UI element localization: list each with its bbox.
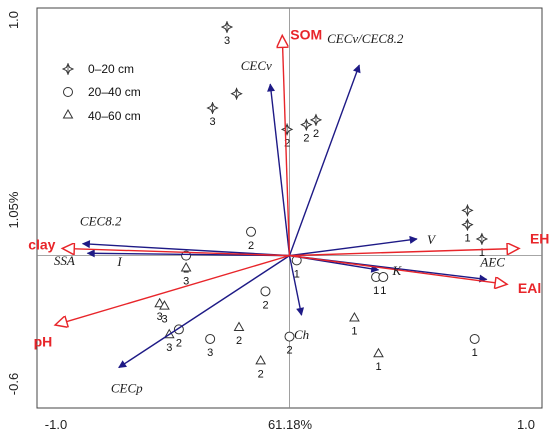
sample-point-0 — [220, 20, 234, 34]
sample-point-label-3: 2 — [284, 137, 290, 149]
vector-cecv — [267, 83, 291, 256]
sample-point-label-4: 2 — [303, 133, 309, 145]
sample-point-label-20: 3 — [157, 311, 163, 323]
sample-point-label-21: 3 — [161, 314, 167, 326]
vector-clay — [63, 248, 290, 257]
y-tick-top: 1.0 — [6, 11, 21, 29]
sample-point-24 — [255, 354, 266, 365]
legend: 0–20 cm 20–40 cm 40–60 cm — [61, 62, 141, 123]
label-clay: clay — [28, 236, 55, 252]
explanatory-vectors — [81, 64, 488, 369]
legend-label-40-60: 40–60 cm — [88, 109, 141, 123]
y-tick-bottom: -0.6 — [6, 373, 21, 395]
sample-point-6 — [461, 204, 474, 217]
sample-point-label-25: 1 — [351, 326, 357, 338]
sample-point-label-7: 1 — [464, 233, 470, 245]
sample-point-1 — [230, 87, 243, 100]
sample-point-4 — [300, 118, 313, 131]
legend-circle-icon — [63, 87, 73, 97]
legend-label-20-40: 20–40 cm — [88, 85, 141, 99]
vector-cecp — [118, 255, 290, 369]
label-cecp: CECp — [111, 381, 143, 396]
sample-point-2 — [206, 101, 219, 115]
sample-point-label-13: 1 — [380, 285, 386, 297]
sample-point-label-11: 1 — [294, 268, 300, 280]
sample-point-label-12: 1 — [373, 285, 379, 297]
label-ch: Ch — [294, 327, 309, 342]
sample-point-label-18: 1 — [472, 347, 478, 359]
sample-point-label-24: 2 — [258, 368, 264, 380]
sample-point-19 — [180, 262, 192, 272]
sample-point-label-23: 2 — [236, 335, 242, 347]
legend-triangle-icon — [62, 108, 74, 119]
sample-point-21 — [159, 300, 170, 310]
sample-point-label-0: 3 — [224, 35, 230, 47]
vector-ph — [56, 254, 290, 325]
sample-point-label-26: 1 — [375, 361, 381, 373]
sample-point-25 — [349, 312, 360, 322]
sample-point-5 — [309, 113, 323, 127]
vector-cecv-cec8-2 — [288, 64, 361, 256]
label-cec8-2: CEC8.2 — [80, 214, 122, 229]
sample-point-label-5: 2 — [313, 128, 319, 140]
legend-star-icon — [61, 62, 75, 76]
vector-eh — [289, 248, 518, 257]
sample-point-label-15: 2 — [176, 337, 182, 349]
x-axis-label: 61.18% — [268, 417, 313, 432]
sample-point-label-17: 2 — [287, 345, 293, 357]
sample-point-3 — [280, 123, 294, 136]
sample-point-14 — [260, 286, 271, 297]
vector-som — [282, 37, 291, 256]
label-i: I — [116, 254, 122, 269]
vector-v — [289, 235, 418, 257]
sample-point-label-9: 2 — [248, 240, 254, 252]
sample-point-label-16: 3 — [207, 347, 213, 359]
vector-eal — [289, 254, 506, 285]
label-k: K — [391, 263, 402, 278]
y-axis-label: 1.05% — [6, 191, 21, 228]
x-tick-left: -1.0 — [45, 417, 67, 432]
response-vectors — [56, 37, 518, 325]
label-aec: AEC — [479, 254, 505, 269]
sample-point-9 — [246, 226, 257, 237]
sample-point-26 — [373, 347, 384, 358]
sample-point-label-14: 2 — [262, 299, 268, 311]
label-eal: EAl — [518, 280, 541, 296]
vector-labels: SOM clay pH EH EAl CECv CECv/CEC8.2 CEC8.2 I V AEC… — [28, 27, 549, 396]
vector-ch — [288, 255, 305, 316]
label-som: SOM — [290, 27, 322, 43]
sample-point-label-8: 1 — [479, 247, 485, 259]
sample-point-label-22: 3 — [166, 342, 172, 354]
label-ssa: SSA — [54, 253, 75, 268]
label-v: V — [427, 232, 437, 247]
vector-cec8-2 — [81, 240, 290, 257]
sample-point-label-19: 3 — [183, 276, 189, 288]
sample-point-10 — [181, 250, 192, 261]
sample-point-13 — [378, 272, 389, 283]
sample-point-23 — [233, 321, 245, 332]
sample-point-17 — [284, 331, 295, 342]
sample-point-8 — [475, 232, 489, 246]
label-ph: pH — [34, 334, 53, 350]
x-tick-right: 1.0 — [517, 417, 535, 432]
sample-point-7 — [461, 218, 474, 231]
points-layer: 33222111221112232133332211 — [154, 20, 489, 380]
label-cecv: CECv — [241, 58, 272, 73]
sample-point-16 — [205, 333, 216, 344]
legend-label-0-20: 0–20 cm — [88, 62, 134, 76]
label-eh: EH — [530, 230, 549, 246]
label-cecv-cec8-2: CECv/CEC8.2 — [327, 31, 404, 46]
sample-point-label-2: 3 — [210, 116, 216, 128]
sample-point-18 — [469, 333, 480, 344]
